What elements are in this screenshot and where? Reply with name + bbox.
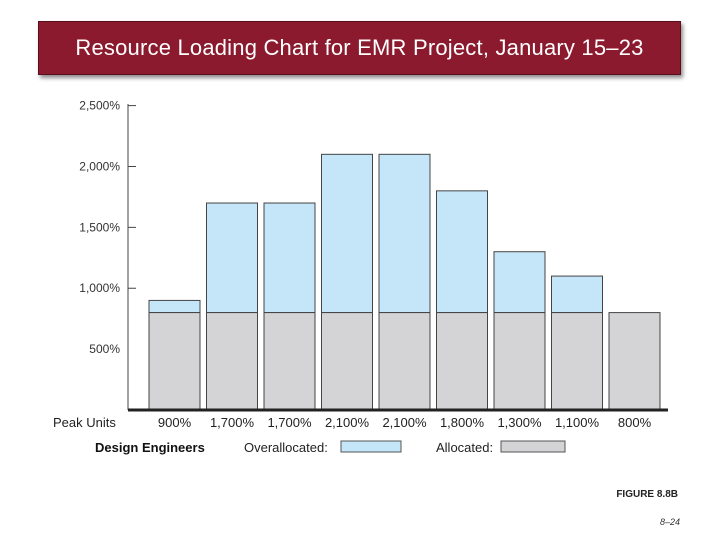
bars bbox=[148, 153, 661, 411]
overallocated-bar bbox=[206, 202, 258, 314]
legend-resource-label: Design Engineers bbox=[95, 440, 205, 455]
peak-units-label: Peak Units bbox=[53, 415, 116, 430]
peak-unit-label: 1,800% bbox=[440, 415, 485, 430]
peak-unit-label: 2,100% bbox=[325, 415, 370, 430]
peak-units-row: Peak Units 900% 1,700% 1,700% 2,100% 2,100% 1… bbox=[53, 415, 652, 430]
overallocated-bar bbox=[148, 299, 201, 314]
peak-unit-label: 1,100% bbox=[555, 415, 600, 430]
allocated-bar bbox=[378, 312, 431, 411]
figure-label: FIGURE 8.8B bbox=[616, 489, 678, 500]
legend: Design Engineers Overallocated: Allocate… bbox=[95, 440, 566, 455]
legend-allocated-swatch bbox=[500, 440, 566, 453]
overallocated-bar bbox=[321, 153, 373, 314]
y-tick-label: 2,000% bbox=[79, 159, 120, 173]
page-number: 8–24 bbox=[659, 517, 680, 527]
overallocated-bar bbox=[378, 153, 431, 314]
peak-unit-label: 1,300% bbox=[497, 415, 542, 430]
title-bar: Resource Loading Chart for EMR Project, … bbox=[38, 21, 681, 75]
allocated-bar bbox=[321, 312, 373, 411]
peak-unit-label: 800% bbox=[618, 415, 652, 430]
y-tick-label: 1,500% bbox=[79, 220, 120, 234]
allocated-bar bbox=[436, 312, 488, 411]
allocated-bar bbox=[493, 312, 546, 411]
overallocated-bar bbox=[263, 202, 316, 314]
y-tick-label: 2,500% bbox=[79, 99, 120, 113]
y-tick-label: 500% bbox=[89, 342, 120, 356]
allocated-bar bbox=[263, 312, 316, 411]
allocated-bar bbox=[206, 312, 258, 411]
allocated-bar bbox=[148, 312, 201, 411]
overallocated-bar bbox=[436, 190, 488, 314]
slide-title: Resource Loading Chart for EMR Project, … bbox=[75, 35, 644, 60]
y-axis: 2,500% 2,000% 1,500% 1,000% 500% bbox=[79, 99, 136, 410]
peak-unit-label: 1,700% bbox=[267, 415, 312, 430]
overallocated-bar bbox=[493, 251, 546, 314]
overallocated-bar bbox=[551, 275, 603, 314]
legend-overallocated-label: Overallocated: bbox=[244, 440, 328, 455]
allocated-bar bbox=[551, 312, 603, 411]
allocated-bar bbox=[608, 312, 661, 411]
peak-unit-label: 900% bbox=[158, 415, 192, 430]
peak-unit-label: 2,100% bbox=[382, 415, 427, 430]
legend-overallocated-swatch bbox=[340, 440, 402, 453]
legend-allocated-label: Allocated: bbox=[436, 440, 493, 455]
peak-unit-label: 1,700% bbox=[210, 415, 255, 430]
y-tick-label: 1,000% bbox=[79, 281, 120, 295]
